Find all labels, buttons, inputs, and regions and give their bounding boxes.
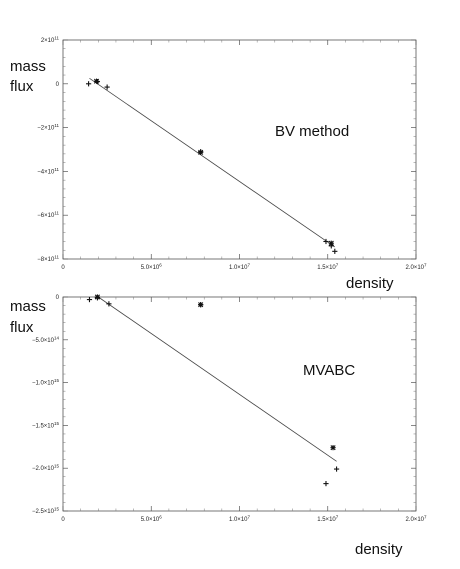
x-tick-label: 2.0×107 xyxy=(405,515,427,524)
data-point-plus xyxy=(333,466,340,472)
y-axis-title: flux xyxy=(10,78,34,95)
x-tick-label: 1.0×107 xyxy=(229,515,251,524)
method-annotation: MVABC xyxy=(303,362,355,379)
y-tick-label: −1.0×1015 xyxy=(32,378,60,387)
y-tick-label: −1.5×1015 xyxy=(32,421,60,430)
panel-bv-method: 0 5.0×106 1.0×107 1.5×107 2.0×107 2×1011 0 −2×1… xyxy=(10,36,427,293)
x-tick-label: 5.0×106 xyxy=(141,515,163,524)
x-tick-label: 2.0×107 xyxy=(405,263,427,272)
data-point-plus xyxy=(104,84,110,90)
fit-line xyxy=(98,296,337,462)
data-point-star xyxy=(328,240,334,246)
method-annotation: BV method xyxy=(275,123,349,140)
y-tick-label: −5.0×1014 xyxy=(32,335,60,344)
x-tick-label: 0 xyxy=(61,517,65,523)
data-point-plus xyxy=(106,301,112,307)
plot-frame xyxy=(62,39,417,260)
plot-frame xyxy=(62,296,417,512)
y-tick-label: −2.5×1015 xyxy=(32,507,60,516)
y-tick-label: −4×1011 xyxy=(37,167,59,176)
y-tick-label: −8×1011 xyxy=(37,255,59,264)
y-axis-title: mass xyxy=(10,58,46,75)
y-tick-label: −6×1011 xyxy=(37,211,59,220)
data-point-plus xyxy=(332,248,338,254)
x-tick-label: 1.0×107 xyxy=(229,263,251,272)
x-tick-label: 0 xyxy=(61,265,65,271)
data-point-star xyxy=(93,78,100,84)
panel-mvabc: 0 5.0×106 1.0×107 1.5×107 2.0×107 0 −5.0×1014 −… xyxy=(10,294,427,558)
y-tick-label: −2×1011 xyxy=(37,123,59,132)
y-tick-label: 2×1011 xyxy=(41,36,60,45)
fit-line xyxy=(89,77,336,248)
data-point-plus xyxy=(323,238,329,245)
x-axis-title: density xyxy=(346,275,394,292)
y-axis-title: mass xyxy=(10,298,46,315)
y-axis-title: flux xyxy=(10,319,34,336)
y-tick-label: 0 xyxy=(56,82,60,88)
data-point-star xyxy=(198,149,204,155)
x-tick-label: 1.5×107 xyxy=(317,263,339,272)
x-tick-label: 1.5×107 xyxy=(317,515,339,524)
y-tick-label: 0 xyxy=(56,295,60,301)
data-point-star xyxy=(198,302,204,308)
data-point-plus xyxy=(86,296,93,303)
data-point-plus xyxy=(85,81,92,87)
x-tick-label: 5.0×106 xyxy=(141,263,163,272)
data-point-plus xyxy=(323,481,329,487)
x-axis-title: density xyxy=(355,541,403,558)
data-point-star xyxy=(94,294,101,300)
y-tick-label: −2.0×1015 xyxy=(32,464,60,473)
data-point-star xyxy=(330,445,336,451)
